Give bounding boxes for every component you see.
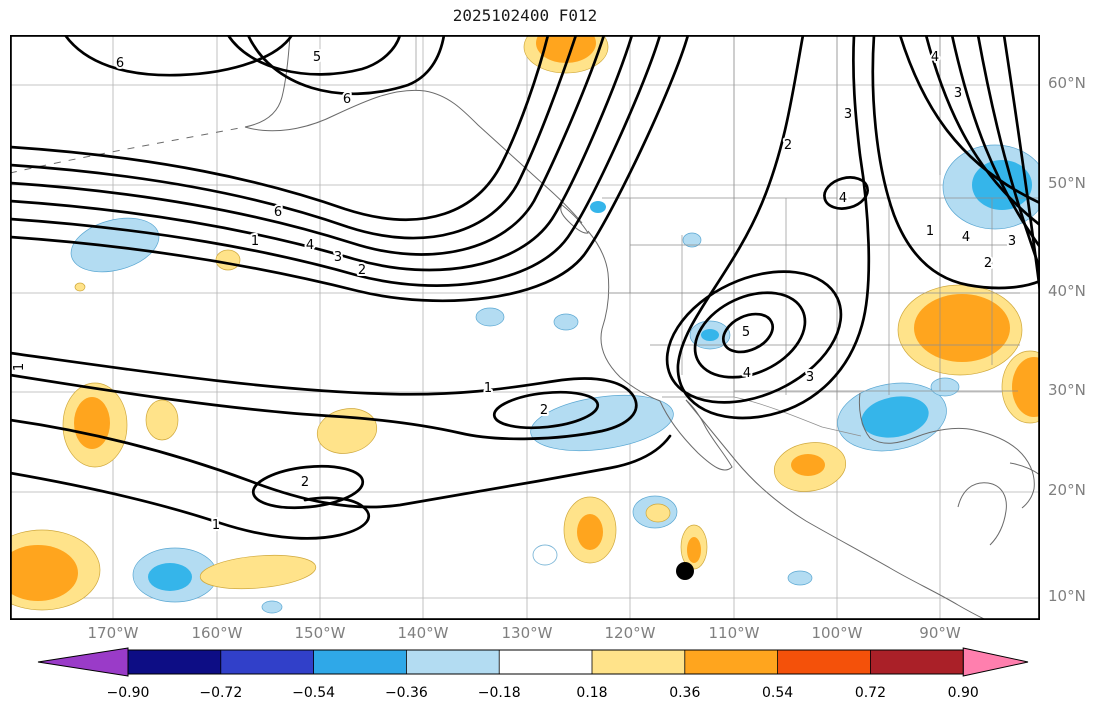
contour-label: 5 bbox=[742, 325, 750, 340]
lat-tick-label: 40°N bbox=[1048, 282, 1086, 300]
anomaly-shading bbox=[10, 35, 1040, 614]
colorbar-segment bbox=[870, 650, 964, 674]
contour-label: 4 bbox=[962, 230, 970, 245]
contour-label: 3 bbox=[334, 250, 342, 265]
colorbar-svg: −0.90 −0.72 −0.54 −0.36 −0.18 0.18 0.36 0.54 0.7… bbox=[37, 647, 1029, 701]
lon-tick-label: 120°W bbox=[604, 624, 656, 642]
lat-tick-label: 20°N bbox=[1048, 481, 1086, 499]
colorbar-tick-label: −0.36 bbox=[385, 685, 428, 701]
lat-tick-label: 50°N bbox=[1048, 174, 1086, 192]
colorbar-outline bbox=[127, 649, 964, 675]
colorbar-segment bbox=[406, 650, 500, 674]
lon-tick-label: 150°W bbox=[294, 624, 346, 642]
colorbar-tick-label: 0.36 bbox=[669, 685, 700, 701]
lon-tick-label: 90°W bbox=[919, 624, 961, 642]
lon-tick-label: 100°W bbox=[811, 624, 863, 642]
lon-tick-label: 160°W bbox=[191, 624, 243, 642]
contour-label: 4 bbox=[743, 366, 751, 381]
colorbar-segment bbox=[313, 650, 407, 674]
contour-label: 6 bbox=[116, 56, 124, 71]
contour-label: 4 bbox=[931, 50, 939, 65]
contour-label: 3 bbox=[1008, 234, 1016, 249]
colorbar-tick-label: 0.18 bbox=[576, 685, 607, 701]
map-marker-dot bbox=[676, 562, 694, 580]
colorbar-tick-label: 0.54 bbox=[762, 685, 793, 701]
coastlines bbox=[10, 35, 1040, 620]
contour-label: 2 bbox=[784, 138, 792, 153]
colorbar-tick-label: −0.72 bbox=[199, 685, 242, 701]
contour-label: 2 bbox=[984, 256, 992, 271]
contour-label: 1 bbox=[926, 224, 934, 239]
contour-label: 4 bbox=[839, 191, 847, 206]
lon-tick-label: 140°W bbox=[397, 624, 449, 642]
map-border bbox=[10, 35, 1040, 620]
contour-label: 3 bbox=[954, 86, 962, 101]
contour-lines bbox=[10, 35, 1040, 540]
contour-label: 1 bbox=[12, 363, 27, 371]
grid-lines bbox=[10, 35, 1040, 620]
lon-tick-label: 110°W bbox=[708, 624, 760, 642]
lat-tick-label: 30°N bbox=[1048, 381, 1086, 399]
contour-label: 1 bbox=[484, 381, 492, 396]
contour-label: 1 bbox=[251, 234, 259, 249]
colorbar-tick-label: −0.90 bbox=[107, 685, 150, 701]
contour-label: 3 bbox=[806, 370, 814, 385]
colorbar-segment bbox=[499, 650, 592, 674]
colorbar-segment bbox=[128, 650, 221, 674]
colorbar-segment bbox=[220, 650, 314, 674]
colorbar-left-arrow bbox=[37, 647, 129, 677]
lat-tick-label: 10°N bbox=[1048, 587, 1086, 605]
marker-layer bbox=[676, 562, 694, 580]
lon-tick-label: 130°W bbox=[501, 624, 553, 642]
colorbar-segment bbox=[777, 650, 871, 674]
contour-label: 3 bbox=[844, 107, 852, 122]
chart-title: 2025102400 F012 bbox=[452, 6, 598, 25]
contour-label: 2 bbox=[301, 475, 309, 490]
contour-label: 6 bbox=[274, 205, 282, 220]
contour-label: 1 bbox=[212, 518, 220, 533]
colorbar-segment bbox=[684, 650, 778, 674]
colorbar-segment bbox=[592, 650, 685, 674]
colorbar-tick-label: −0.18 bbox=[478, 685, 521, 701]
contour-label: 2 bbox=[540, 403, 548, 418]
contour-label: 5 bbox=[313, 50, 321, 65]
colorbar-tick-label: 0.72 bbox=[855, 685, 886, 701]
contour-label: 6 bbox=[343, 92, 351, 107]
contour-label: 4 bbox=[306, 238, 314, 253]
colorbar-tick-label: 0.90 bbox=[948, 685, 979, 701]
lon-tick-label: 170°W bbox=[87, 624, 139, 642]
colorbar-right-arrow bbox=[962, 647, 1029, 677]
contour-label: 2 bbox=[358, 263, 366, 278]
lat-tick-label: 60°N bbox=[1048, 74, 1086, 92]
colorbar-tick-label: −0.54 bbox=[292, 685, 335, 701]
